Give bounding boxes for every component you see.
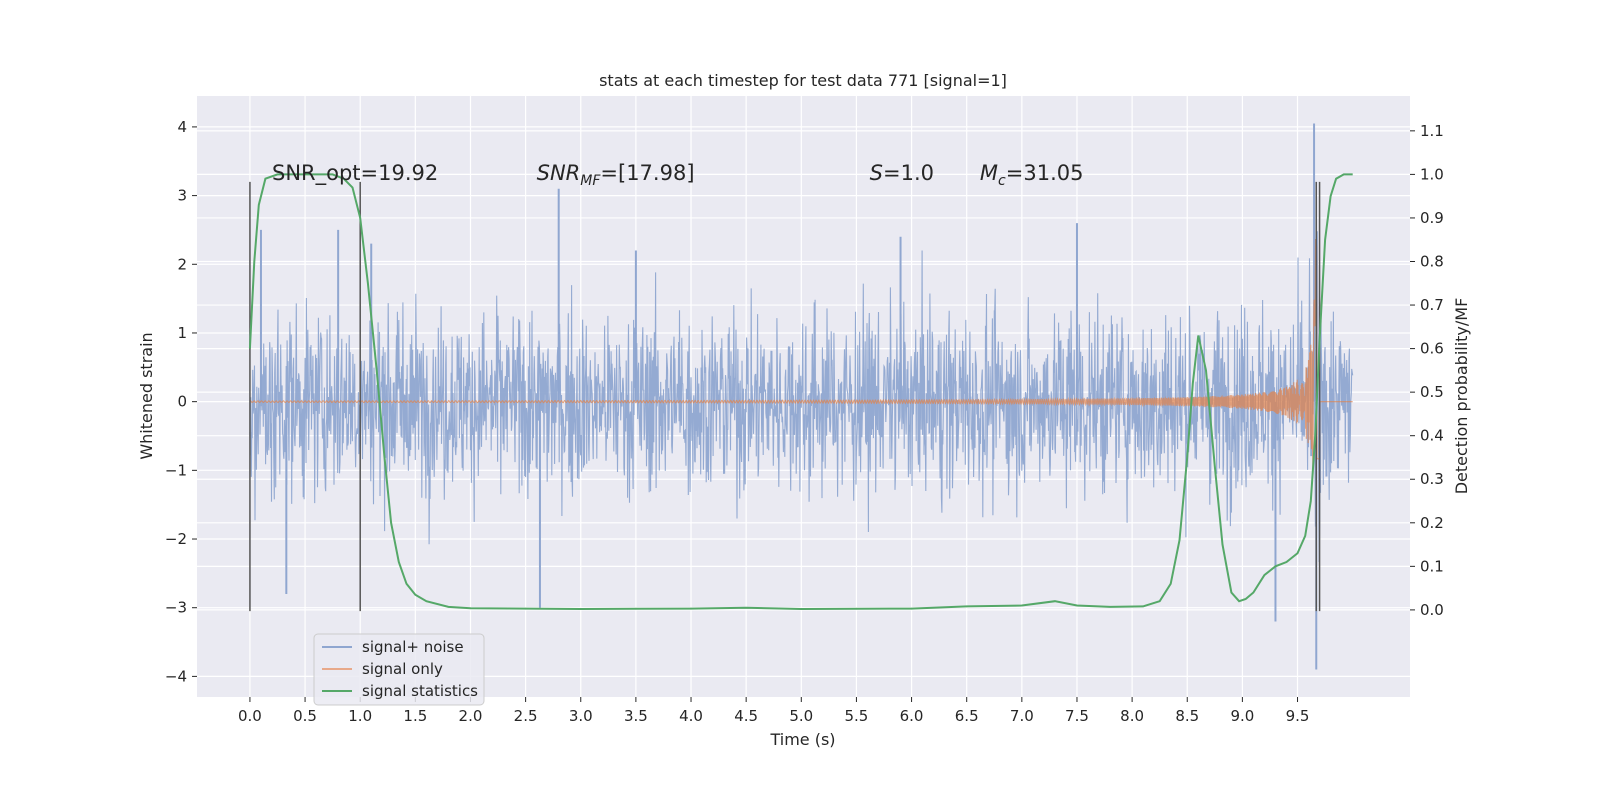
legend-label-signal-plus-noise: signal+ noise (362, 638, 464, 656)
x-tick-label: 5.0 (789, 707, 813, 725)
chart-title: stats at each timestep for test data 771… (599, 71, 1007, 90)
y-right-tick-label: 0.0 (1420, 601, 1444, 619)
x-tick-label: 9.5 (1286, 707, 1310, 725)
annotation-snr-mf: SNRMF=[17.98] (537, 161, 695, 189)
x-tick-label: 3.0 (569, 707, 593, 725)
y-axis-right-ticks: 1.1 1.0 0.9 0.8 0.7 0.6 0.5 0.4 0.3 0.2 0.1 0.0 (1410, 122, 1444, 619)
legend-label-signal-statistics: signal statistics (362, 682, 478, 700)
y-right-tick-label: 0.7 (1420, 296, 1444, 314)
y-axis-right-label: Detection probability/MF (1452, 298, 1471, 495)
x-tick-label: 6.5 (955, 707, 979, 725)
x-axis-ticks: 0.0 0.5 1.0 1.5 2.0 2.5 3.0 3.5 4.0 4.5 5.0 5.5 6.0 6… (238, 697, 1309, 725)
annotation-s: S=1.0 (870, 161, 934, 185)
y-left-tick-label: 3 (177, 187, 187, 205)
y-right-tick-label: 0.2 (1420, 514, 1444, 532)
x-tick-label: 3.5 (624, 707, 648, 725)
y-right-tick-label: 0.5 (1420, 383, 1444, 401)
x-tick-label: 2.5 (514, 707, 538, 725)
annotation-snr-opt: SNR_opt=19.92 (272, 161, 438, 186)
y-right-tick-label: 0.1 (1420, 557, 1444, 575)
signal-statistics-line (248, 173, 1353, 611)
y-right-tick-label: 0.6 (1420, 340, 1444, 358)
signal-plus-noise-trace (249, 231, 1354, 563)
x-tick-label: 8.0 (1120, 707, 1144, 725)
annotation-mc: Mc=31.05 (980, 161, 1084, 189)
y-right-tick-label: 1.0 (1420, 165, 1444, 183)
x-tick-label: 1.0 (348, 707, 372, 725)
series-signal-only (249, 238, 1353, 590)
y-right-tick-label: 0.3 (1420, 470, 1444, 488)
x-tick-label: 5.5 (845, 707, 869, 725)
y-right-tick-label: 0.9 (1420, 209, 1444, 227)
y-left-tick-label: 2 (177, 255, 187, 273)
x-tick-label: 7.0 (1010, 707, 1034, 725)
y-axis-left-ticks: 4 3 2 1 0 −1 −2 −3 −4 (165, 118, 197, 685)
y-left-tick-label: −1 (165, 461, 187, 479)
legend-box (313, 633, 485, 706)
y-right-tick-label: 1.1 (1420, 122, 1444, 140)
x-tick-label: 0.0 (238, 707, 262, 725)
x-tick-label: 4.5 (734, 707, 758, 725)
series-signal-statistics (248, 173, 1353, 611)
x-tick-label: 0.5 (293, 707, 317, 725)
y-left-tick-label: −3 (165, 599, 187, 617)
signal-only-trace (249, 238, 1353, 590)
legend: signal+ noise signal only signal statist… (313, 633, 485, 706)
x-tick-label: 7.5 (1065, 707, 1089, 725)
x-tick-label: 6.0 (900, 707, 924, 725)
y-right-tick-label: 0.4 (1420, 427, 1444, 445)
y-left-tick-label: −4 (165, 667, 187, 685)
series-signal-plus-noise (249, 123, 1354, 670)
x-tick-label: 4.0 (679, 707, 703, 725)
y-axis-left-label: Whitened strain (137, 332, 156, 459)
x-tick-label: 1.5 (403, 707, 427, 725)
y-left-tick-label: 1 (177, 324, 187, 342)
legend-label-signal-only: signal only (362, 660, 443, 678)
y-left-tick-label: −2 (165, 530, 187, 548)
y-left-tick-label: 4 (177, 118, 187, 136)
x-axis-label: Time (s) (769, 730, 835, 749)
y-right-tick-label: 0.8 (1420, 252, 1444, 270)
x-tick-label: 2.0 (459, 707, 483, 725)
x-tick-label: 8.5 (1175, 707, 1199, 725)
x-tick-label: 9.0 (1230, 707, 1254, 725)
y-left-tick-label: 0 (177, 393, 187, 411)
